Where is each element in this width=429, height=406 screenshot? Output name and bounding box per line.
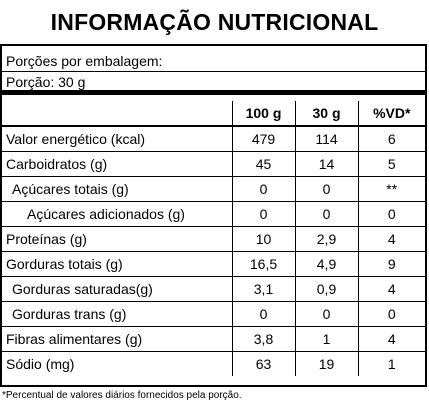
value-30g: 0 [294, 200, 358, 226]
value-100g: 10 [231, 225, 295, 251]
value-100g: 0 [231, 175, 295, 201]
value-100g: 3,1 [231, 275, 295, 301]
value-30g: 4,9 [294, 250, 358, 276]
nutrient-name: Sódio (mg) [2, 350, 232, 376]
header-30g: 30 g [294, 101, 358, 127]
value-100g: 63 [231, 350, 295, 376]
table-row: Gorduras trans (g) 0 0 0 [2, 300, 425, 326]
nutrient-name: Fibras alimentares (g) [2, 325, 232, 351]
value-30g: 0 [294, 175, 358, 201]
header-nutrient-blank [2, 101, 232, 127]
nutrient-name: Gorduras trans (g) [2, 300, 232, 326]
nutrient-name: Açúcares totais (g) [2, 175, 232, 201]
nutrient-name: Açúcares adicionados (g) [2, 200, 232, 226]
value-vd: ** [357, 175, 425, 201]
value-vd: 0 [357, 200, 425, 226]
value-30g: 2,9 [294, 225, 358, 251]
value-vd: 4 [357, 275, 425, 301]
serving-size: Porção: 30 g [2, 73, 425, 95]
nutrient-name: Gorduras saturadas(g) [2, 275, 232, 301]
table-row: Gorduras totais (g) 16,5 4,9 9 [2, 250, 425, 276]
value-vd: 6 [357, 126, 425, 151]
value-30g: 1 [294, 325, 358, 351]
nutrient-name: Gorduras totais (g) [2, 250, 232, 276]
header-100g: 100 g [231, 101, 295, 127]
value-vd: 5 [357, 150, 425, 176]
value-30g: 114 [294, 126, 358, 151]
nutrition-table-box: Porções por embalagem: Porção: 30 g 100 … [0, 44, 427, 387]
value-vd: 4 [357, 225, 425, 251]
value-vd: 4 [357, 325, 425, 351]
value-100g: 16,5 [231, 250, 295, 276]
nutrition-table: 100 g 30 g %VD* Valor energético (kcal) … [2, 101, 425, 376]
value-vd: 0 [357, 300, 425, 326]
nutrient-name: Carboidratos (g) [2, 150, 232, 176]
table-row: Gorduras saturadas(g) 3,1 0,9 4 [2, 275, 425, 301]
value-30g: 0 [294, 300, 358, 326]
value-100g: 3,8 [231, 325, 295, 351]
table-row: Valor energético (kcal) 479 114 6 [2, 126, 425, 151]
value-30g: 14 [294, 150, 358, 176]
nutrient-name: Valor energético (kcal) [6, 130, 146, 147]
value-30g: 19 [294, 350, 358, 376]
value-100g: 0 [231, 300, 295, 326]
table-row: Sódio (mg) 63 19 1 [2, 350, 425, 376]
value-100g: 0 [231, 200, 295, 226]
table-row: Açúcares totais (g) 0 0 ** [2, 175, 425, 201]
value-100g: 479 [231, 126, 295, 151]
value-vd: 9 [357, 250, 425, 276]
servings-per-package: Porções por embalagem: [2, 50, 425, 72]
table-row: Açúcares adicionados (g) 0 0 0 [2, 200, 425, 226]
nutrition-title: INFORMAÇÃO NUTRICIONAL [50, 8, 379, 35]
table-row: Proteínas (g) 10 2,9 4 [2, 225, 425, 251]
value-100g: 45 [231, 150, 295, 176]
value-30g: 0,9 [294, 275, 358, 301]
footnote: *Percentual de valores diários fornecido… [2, 390, 242, 401]
table-row: Carboidratos (g) 45 14 5 [2, 150, 425, 176]
nutrient-name: Proteínas (g) [2, 225, 232, 251]
value-vd: 1 [357, 350, 425, 376]
header-vd: %VD* [357, 101, 425, 127]
header-row: 100 g 30 g %VD* [2, 101, 425, 127]
table-row: Fibras alimentares (g) 3,8 1 4 [2, 325, 425, 351]
